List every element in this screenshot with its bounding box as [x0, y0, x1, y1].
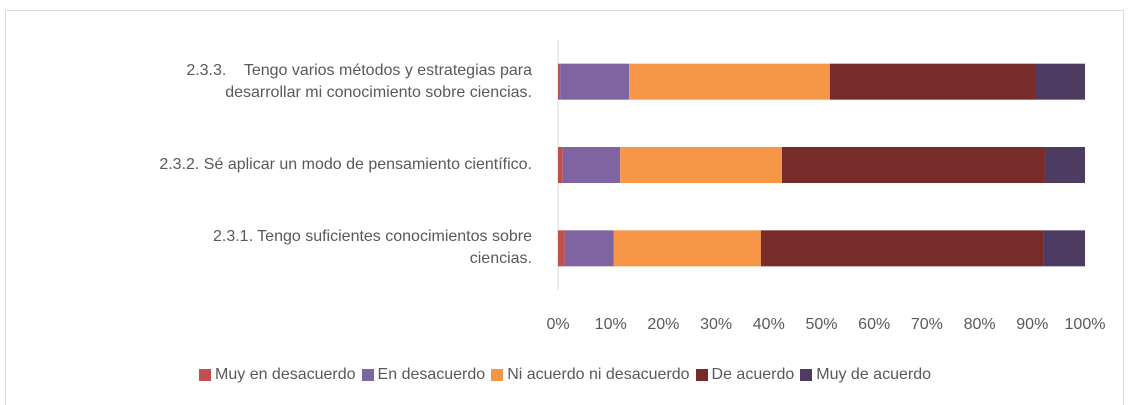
y-tick-label: 2.3.2. Sé aplicar un modo de pensamiento… [159, 156, 532, 173]
x-tick-label: 30% [700, 316, 732, 333]
legend-label: De acuerdo [711, 366, 795, 383]
legend-label: Muy de acuerdo [816, 366, 931, 383]
legend-item: De acuerdo [695, 366, 795, 384]
x-tick-label: 80% [964, 316, 996, 333]
legend-swatch [199, 369, 212, 381]
bar-segment [558, 230, 565, 267]
legend-item: Muy de acuerdo [800, 366, 931, 384]
bar-segment [829, 63, 1036, 100]
x-tick-label: 10% [595, 316, 627, 333]
y-tick-label: 2.3.3. Tengo varios métodos y estrategia… [186, 61, 532, 101]
legend-swatch [695, 369, 708, 381]
bar-segment [564, 230, 614, 267]
x-tick-label: 60% [858, 316, 890, 333]
legend-swatch [800, 369, 813, 381]
x-tick-label: 0% [546, 316, 569, 333]
legend-item: Ni acuerdo ni desacuerdo [491, 366, 690, 384]
bar-segment [620, 147, 782, 183]
bar-segment [1043, 230, 1085, 267]
legend: Muy en desacuerdo En desacuerdo Ni acuerdo… [0, 366, 1130, 384]
bar-segment [558, 147, 563, 183]
bar-segment [613, 230, 761, 267]
legend-item: En desacuerdo [361, 366, 486, 384]
chart-frame [5, 10, 1124, 405]
x-tick-label: 90% [1016, 316, 1048, 333]
legend-label: En desacuerdo [377, 366, 486, 383]
bar-segment [760, 230, 1044, 267]
x-tick-label: 40% [753, 316, 785, 333]
legend-label: Ni acuerdo ni desacuerdo [507, 366, 690, 383]
legend-swatch [491, 369, 504, 381]
bar-segment [558, 63, 561, 100]
legend-label: Muy en desacuerdo [215, 366, 356, 383]
y-tick-label: 2.3.1. Tengo suficientes conocimientos s… [212, 228, 532, 268]
legend-item: Muy en desacuerdo [199, 366, 356, 384]
bar-segment [629, 63, 830, 100]
legend-swatch [361, 369, 374, 381]
bar-segment [1044, 147, 1085, 183]
bar-segment [781, 147, 1045, 183]
x-tick-label: 100% [1065, 316, 1106, 333]
bar-segment [1035, 63, 1085, 100]
x-tick-label: 50% [805, 316, 837, 333]
bar-segment [560, 63, 630, 100]
bar-segment [562, 147, 621, 183]
x-tick-label: 70% [911, 316, 943, 333]
x-tick-label: 20% [647, 316, 679, 333]
